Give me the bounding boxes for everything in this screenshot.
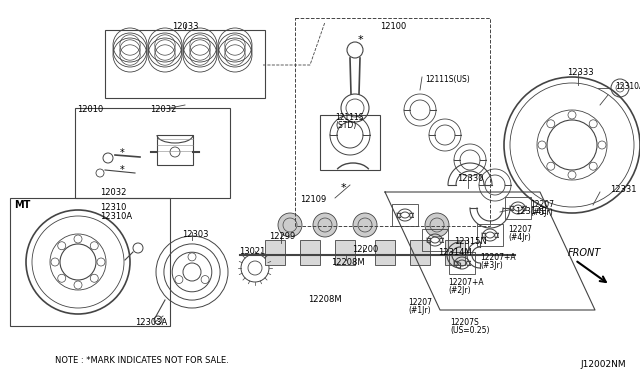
Circle shape — [353, 213, 377, 237]
Text: 12299: 12299 — [269, 232, 295, 241]
Text: MT: MT — [14, 200, 30, 210]
Text: (#3Jr): (#3Jr) — [480, 261, 503, 270]
Text: (#1Jr): (#1Jr) — [408, 306, 431, 315]
Text: *: * — [357, 35, 363, 45]
Bar — [410, 240, 430, 265]
Text: (#2Jr): (#2Jr) — [448, 286, 470, 295]
Text: NOTE : *MARK INDICATES NOT FOR SALE.: NOTE : *MARK INDICATES NOT FOR SALE. — [55, 356, 228, 365]
Text: 12333: 12333 — [566, 68, 593, 77]
Text: 12315N: 12315N — [454, 237, 486, 246]
Text: 13021: 13021 — [239, 247, 265, 256]
Bar — [445, 240, 465, 265]
Text: 12033: 12033 — [172, 22, 198, 31]
Text: 12111S(US): 12111S(US) — [425, 75, 470, 84]
Text: (#5Jr): (#5Jr) — [530, 208, 553, 217]
Bar — [392, 204, 418, 226]
Text: (US=0.25): (US=0.25) — [450, 326, 490, 335]
Bar — [10, 198, 170, 326]
Text: *: * — [340, 183, 346, 193]
Text: 12010: 12010 — [77, 105, 103, 114]
Text: 12207: 12207 — [408, 298, 432, 307]
Text: 12032: 12032 — [150, 105, 177, 114]
Bar — [375, 240, 395, 265]
Text: 12207+A: 12207+A — [480, 253, 516, 262]
Circle shape — [313, 213, 337, 237]
Text: *: * — [120, 165, 124, 175]
Text: 12207: 12207 — [508, 225, 532, 234]
Circle shape — [425, 213, 449, 237]
Bar — [295, 18, 490, 226]
Text: 12310A: 12310A — [615, 82, 640, 91]
Text: 12310A: 12310A — [100, 212, 132, 221]
Text: (#4Jr): (#4Jr) — [508, 233, 531, 242]
Bar — [105, 30, 265, 98]
Bar — [477, 224, 503, 246]
Text: 12310: 12310 — [100, 203, 126, 212]
Text: J12002NM: J12002NM — [580, 360, 626, 369]
Bar — [320, 115, 380, 170]
Text: 12207: 12207 — [530, 200, 554, 209]
Bar — [422, 229, 448, 251]
Text: 12331: 12331 — [610, 185, 637, 194]
Text: 12111S: 12111S — [335, 113, 364, 122]
Text: (STD): (STD) — [335, 121, 356, 130]
Text: FRONT: FRONT — [568, 248, 601, 258]
Text: 12100: 12100 — [380, 22, 406, 31]
Bar — [335, 240, 355, 265]
Bar — [157, 135, 193, 165]
Bar — [75, 108, 230, 198]
Text: 12330: 12330 — [457, 174, 483, 183]
Circle shape — [278, 213, 302, 237]
Text: *: * — [120, 148, 124, 158]
Text: 12032: 12032 — [100, 188, 126, 197]
Text: 12208M: 12208M — [308, 295, 342, 304]
Text: 12207+A: 12207+A — [448, 278, 484, 287]
Text: 12200: 12200 — [352, 245, 378, 254]
Text: 12303: 12303 — [182, 230, 208, 239]
Text: 12207S: 12207S — [450, 318, 479, 327]
Bar — [300, 240, 320, 265]
Text: 12314M: 12314M — [438, 248, 472, 257]
Text: 12314E: 12314E — [515, 207, 547, 216]
Bar — [505, 197, 531, 219]
Text: 12109: 12109 — [300, 195, 326, 204]
Text: 12303A: 12303A — [135, 318, 167, 327]
Bar — [449, 252, 475, 274]
Bar — [265, 240, 285, 265]
Text: 12208M: 12208M — [331, 258, 365, 267]
